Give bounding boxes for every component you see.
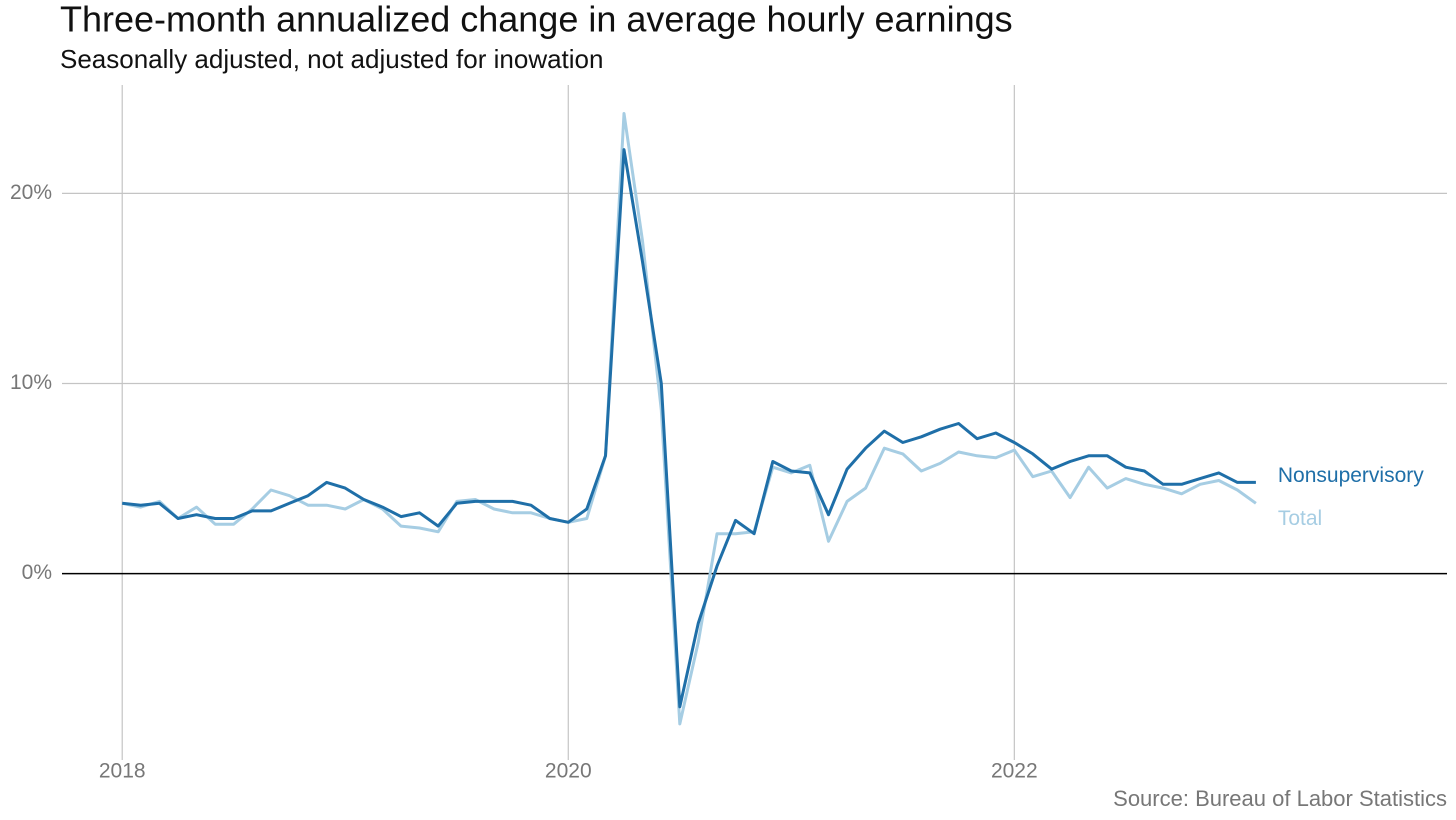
source-note: Source: Bureau of Labor Statistics xyxy=(1113,786,1447,811)
series-line xyxy=(122,148,1256,709)
x-tick-label: 2020 xyxy=(545,760,592,783)
x-tick-label: 2018 xyxy=(99,760,146,783)
y-tick-label: 10% xyxy=(10,371,52,394)
legend-label: Total xyxy=(1278,507,1322,530)
y-tick-label: 0% xyxy=(22,561,52,584)
series-line xyxy=(121,112,1257,726)
x-tick-label: 2022 xyxy=(991,760,1038,783)
chart-title: Three-month annualized change in average… xyxy=(60,0,1013,40)
y-tick-label: 20% xyxy=(10,181,52,204)
legend-label: Nonsupervisory xyxy=(1278,464,1424,487)
chart-subtitle: Seasonally adjusted, not adjusted for in… xyxy=(60,44,603,74)
